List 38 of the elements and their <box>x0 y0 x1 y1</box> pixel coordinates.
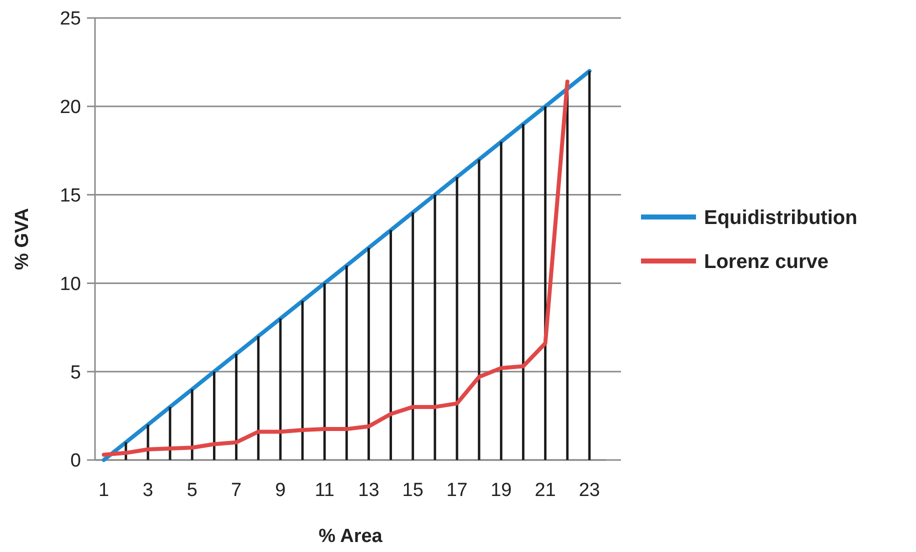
bar <box>190 389 194 460</box>
x-tick-label: 9 <box>275 480 286 501</box>
y-tick-label: 20 <box>60 97 81 118</box>
y-axis-title: % GVA <box>12 208 33 270</box>
bar <box>323 283 326 460</box>
legend-label: Equidistribution <box>704 207 858 229</box>
x-tick-label: 3 <box>142 480 154 501</box>
x-tick-label: 15 <box>402 480 424 501</box>
bar <box>478 159 480 460</box>
bar <box>500 142 502 460</box>
y-tick-label: 15 <box>60 185 81 206</box>
bar <box>544 106 546 460</box>
y-tick-label: 10 <box>60 274 81 295</box>
bar <box>235 354 238 460</box>
x-tick-label: 5 <box>186 480 198 501</box>
y-tick-label: 0 <box>70 450 81 472</box>
bar <box>212 372 216 460</box>
x-tick-label: 7 <box>230 480 242 501</box>
x-tick-label: 11 <box>314 480 334 501</box>
x-tick-label: 17 <box>446 480 468 501</box>
bar <box>390 230 392 460</box>
x-axis-title: % Area <box>318 526 383 547</box>
bar <box>522 124 524 460</box>
x-tick-label: 1 <box>98 480 110 501</box>
bar <box>345 266 348 460</box>
bar <box>412 212 414 460</box>
bar <box>279 318 282 460</box>
x-tick-label: 21 <box>534 480 556 501</box>
y-tick-label: 25 <box>60 8 81 30</box>
bar <box>434 194 436 460</box>
x-tick-label: 19 <box>490 480 512 501</box>
legend-label: Lorenz curve <box>704 251 828 273</box>
bar <box>368 248 370 460</box>
bar <box>257 336 260 460</box>
x-tick-label: 23 <box>578 480 600 501</box>
bar <box>588 71 591 460</box>
y-tick-label: 5 <box>70 362 81 384</box>
x-tick-label: 13 <box>358 480 380 501</box>
